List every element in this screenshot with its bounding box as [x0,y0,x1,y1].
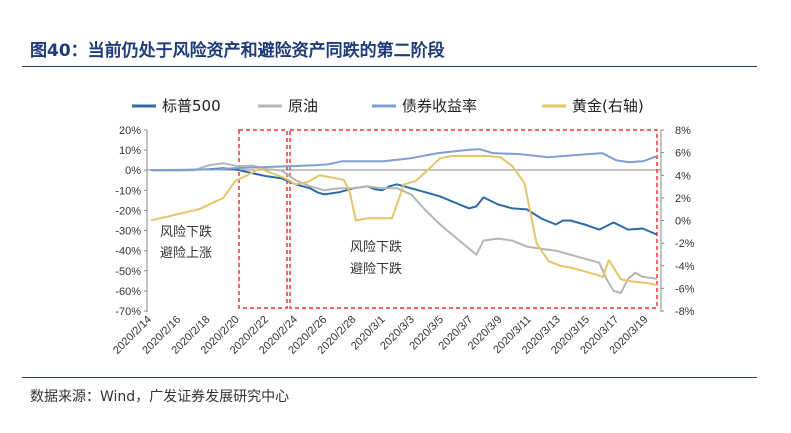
phase-box-1 [238,129,288,309]
source-rule [22,377,757,378]
left-tick-label: 0% [125,165,141,177]
left-tick-label: -20% [115,205,141,217]
right-tick-label: 2% [675,193,691,205]
legend: 标普500 原油 债券收益率 黄金(右轴) [132,97,644,115]
left-tick-label: -50% [115,266,141,278]
phase-box-2 [289,129,658,309]
right-tick-label: 0% [675,216,691,228]
series-line-bond [150,148,658,172]
left-tick-label: -30% [115,226,141,238]
right-tick-label: -6% [675,283,695,295]
legend-label-gold: 黄金(右轴) [572,97,644,115]
right-axis-ticks: 8% 6% 4% 2% 0% -2% -4% -6% -8% [661,125,695,318]
right-tick-label: -8% [675,306,695,318]
left-tick-label: -10% [115,185,141,197]
left-tick-label: -40% [115,246,141,258]
annotation-phase1-line2: 避险上涨 [160,246,212,261]
left-axis-ticks: 20% 10% 0% -10% -20% -30% -40% -50% -60% -70% [115,125,147,318]
left-tick-label: -60% [115,286,141,298]
legend-label-sp500: 标普500 [162,97,221,115]
annotation-phase2-line1: 风险下跌 [350,239,402,255]
right-tick-label: -4% [675,261,695,273]
x-axis-ticks: 2020/2/142020/2/162020/2/182020/2/202020… [111,314,650,357]
series-line-crude [151,162,658,294]
series-line-sp500 [151,167,658,236]
right-tick-label: -2% [675,238,695,250]
title-rule [22,66,757,67]
series-line-gold [150,155,658,286]
left-tick-label: -70% [115,306,141,318]
right-tick-label: 4% [675,170,691,182]
legend-label-bond: 债券收益率 [402,97,477,115]
left-tick-label: 20% [119,125,141,137]
series-layer [150,148,658,294]
figure-title: 图40：当前仍处于风险资产和避险资产同跌的第二阶段 [30,41,445,61]
annotation-phase1-line1: 风险下跌 [160,224,212,240]
left-tick-label: 10% [119,145,141,157]
annotation-phase2-line2: 避险下跌 [350,261,402,277]
right-tick-label: 6% [675,148,691,160]
source-note: 数据来源：Wind，广发证券发展研究中心 [30,389,290,405]
legend-label-crude: 原油 [288,97,318,115]
right-tick-label: 8% [675,125,691,137]
